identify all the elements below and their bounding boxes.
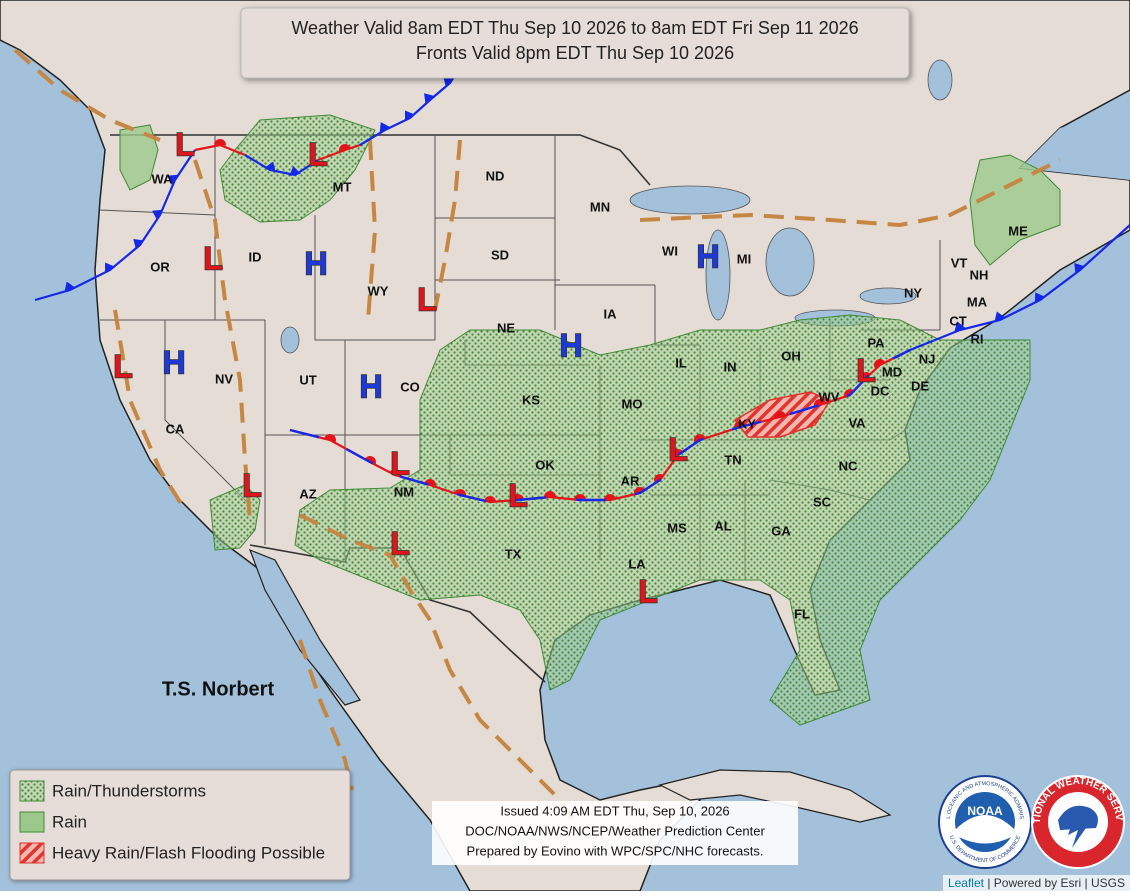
- legend-swatch: [19, 780, 45, 802]
- state-label: NJ: [919, 351, 936, 366]
- state-label: AR: [621, 473, 640, 488]
- state-label: CA: [166, 421, 185, 436]
- pressure-center: H: [559, 327, 582, 363]
- pressure-center: L: [175, 126, 195, 162]
- pressure-center: L: [638, 573, 658, 609]
- state-label: NV: [215, 371, 233, 386]
- pressure-center: L: [390, 525, 410, 561]
- state-label: WA: [152, 171, 174, 186]
- fronts: [34, 59, 1130, 504]
- separator: |: [987, 876, 991, 890]
- pressure-center: L: [508, 477, 528, 513]
- state-label: NE: [497, 320, 515, 335]
- state-label: SC: [813, 494, 832, 509]
- state-label: MS: [667, 520, 687, 535]
- state-label: MA: [967, 294, 988, 309]
- issued-line: DOC/NOAA/NWS/NCEP/Weather Prediction Cen…: [465, 823, 765, 838]
- legend-label: Rain/Thunderstorms: [52, 781, 206, 800]
- esri-credit: Powered by Esri: [993, 876, 1082, 890]
- issued-line: Issued 4:09 AM EDT Thu, Sep 10, 2026: [500, 803, 729, 818]
- pressure-center: L: [242, 467, 262, 503]
- legend-swatch: [19, 842, 45, 864]
- gulf-st-lawrence: [1020, 110, 1130, 180]
- state-label: TN: [724, 452, 741, 467]
- legend: Rain/Thunderstorms Rain Heavy Rain/Flash…: [9, 769, 351, 881]
- pressure-center: L: [856, 352, 876, 388]
- state-label: OK: [535, 457, 555, 472]
- state-label: GA: [771, 523, 791, 538]
- state-label: AZ: [299, 486, 316, 501]
- state-label: IN: [724, 359, 737, 374]
- title-box: Weather Valid 8am EDT Thu Sep 10 2026 to…: [240, 7, 910, 79]
- state-label: IL: [675, 355, 687, 370]
- state-label: NC: [839, 458, 858, 473]
- state-label: ME: [1008, 223, 1028, 238]
- state-label: KS: [522, 392, 540, 407]
- troughs: [13, 48, 1061, 832]
- state-label: PA: [867, 335, 885, 350]
- state-label: KY: [738, 416, 756, 431]
- state-label: OH: [781, 348, 801, 363]
- issued-box: Issued 4:09 AM EDT Thu, Sep 10, 2026 DOC…: [432, 801, 798, 865]
- separator: |: [1084, 876, 1088, 890]
- pressure-center: L: [668, 431, 688, 467]
- state-label: FL: [794, 606, 810, 621]
- state-label: NY: [904, 285, 922, 300]
- state-label: VA: [848, 415, 866, 430]
- state-label: MI: [737, 251, 751, 266]
- state-label: OR: [150, 259, 170, 274]
- state-label: AL: [714, 518, 731, 533]
- noaa-text: NOAA: [967, 804, 1003, 818]
- pressure-center: L: [203, 240, 223, 276]
- rain-area: [969, 154, 1061, 266]
- state-label: DE: [911, 378, 929, 393]
- pressure-center: L: [390, 445, 410, 481]
- attribution: Leaflet | Powered by Esri | USGS: [942, 875, 1130, 891]
- state-label: WV: [819, 389, 840, 404]
- state-label: WY: [368, 283, 389, 298]
- cuba: [658, 769, 892, 823]
- state-label: RI: [971, 331, 984, 346]
- pressure-center: H: [304, 245, 327, 281]
- state-label: LA: [628, 556, 646, 571]
- state-label: IA: [604, 306, 618, 321]
- storm-label: T.S. Norbert: [162, 678, 275, 700]
- state-label: MN: [590, 199, 610, 214]
- state-label: CT: [949, 313, 966, 328]
- state-labels: WA OR CA NV ID MT WY UT AZ CO NM ND SD NE KS OK TX MN IA MO…: [150, 168, 1028, 621]
- state-label: VT: [951, 255, 968, 270]
- state-label: DC: [871, 383, 890, 398]
- state-label: NH: [970, 267, 989, 282]
- gulf-of-california: [248, 548, 361, 706]
- pressure-center: L: [113, 348, 133, 384]
- legend-swatch: [19, 811, 45, 833]
- pressure-center: H: [696, 238, 719, 274]
- state-label: WI: [662, 243, 678, 258]
- state-label: UT: [299, 372, 316, 387]
- title-line: Fronts Valid 8pm EDT Thu Sep 10 2026: [416, 43, 734, 63]
- state-label: ID: [249, 249, 262, 264]
- legend-label: Heavy Rain/Flash Flooding Possible: [52, 843, 325, 862]
- state-label: ND: [486, 168, 505, 183]
- pressure-center: L: [308, 136, 328, 172]
- pressure-center: L: [417, 281, 437, 317]
- pressure-center: H: [359, 368, 382, 404]
- title-line: Weather Valid 8am EDT Thu Sep 10 2026 to…: [291, 18, 858, 38]
- usgs-credit: USGS: [1090, 876, 1125, 890]
- state-label: MT: [333, 179, 352, 194]
- state-label: MD: [882, 364, 902, 379]
- state-label: MO: [622, 396, 643, 411]
- state-label: CO: [400, 379, 420, 394]
- state-label: SD: [491, 247, 509, 262]
- pressure-center: H: [162, 344, 185, 380]
- state-label: TX: [505, 546, 522, 561]
- state-label: NM: [394, 484, 414, 499]
- leaflet-link[interactable]: Leaflet: [947, 876, 984, 890]
- legend-label: Rain: [52, 812, 87, 831]
- issued-line: Prepared by Eovino with WPC/SPC/NHC fore…: [467, 843, 764, 858]
